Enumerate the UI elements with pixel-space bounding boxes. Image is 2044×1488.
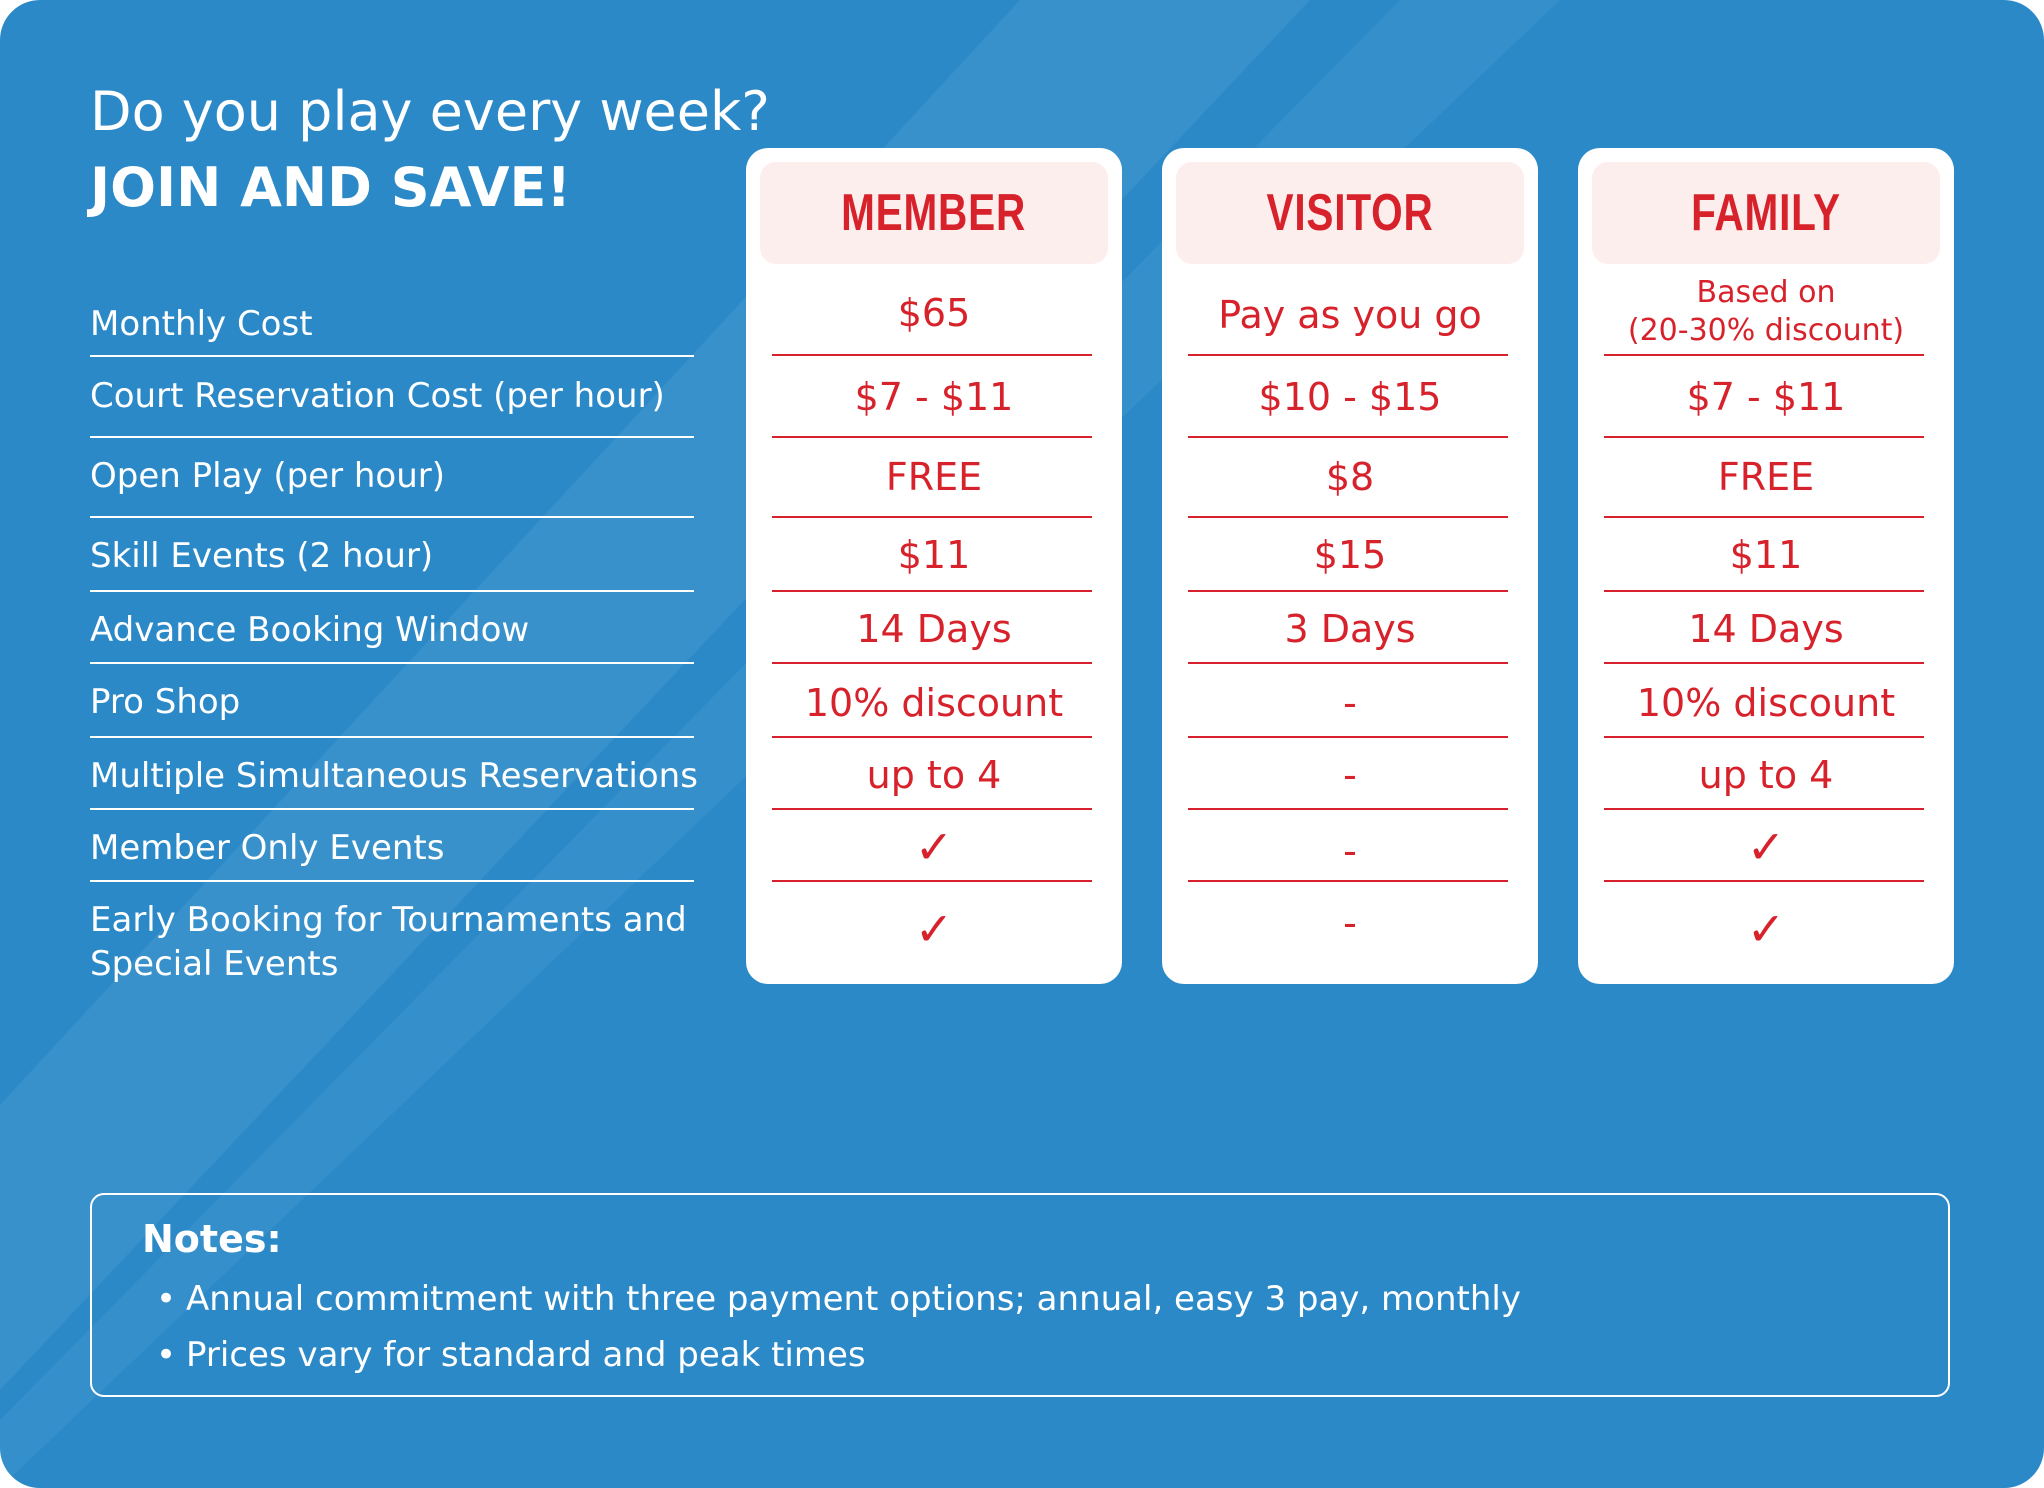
plan-divider bbox=[1604, 736, 1924, 738]
check-icon: ✓ bbox=[914, 820, 954, 874]
plan-value: $7 - $11 bbox=[854, 375, 1014, 419]
plan-value: up to 4 bbox=[866, 753, 1002, 797]
feature-pro-shop: Pro Shop bbox=[90, 682, 241, 722]
plan-divider bbox=[772, 590, 1092, 592]
plan-card-family: FAMILY Based on (20-30% discount) $7 - $… bbox=[1578, 148, 1954, 984]
plan-divider bbox=[1188, 662, 1508, 664]
note-text: Annual commitment with three payment opt… bbox=[186, 1279, 1521, 1319]
plan-header: FAMILY bbox=[1592, 162, 1940, 264]
plan-value-line: (20-30% discount) bbox=[1627, 313, 1905, 348]
plan-card-member: MEMBER $65 $7 - $11 FREE $11 14 Days 10%… bbox=[746, 148, 1122, 984]
subhead: JOIN AND SAVE! bbox=[90, 156, 572, 219]
feature-divider bbox=[90, 355, 694, 357]
plan-value: - bbox=[1343, 901, 1357, 945]
feature-monthly-cost: Monthly Cost bbox=[90, 304, 313, 344]
plan-title: VISITOR bbox=[1266, 184, 1434, 242]
plan-value: 14 Days bbox=[856, 607, 1012, 651]
check-icon: ✓ bbox=[1746, 902, 1786, 956]
feature-multiple-reservations: Multiple Simultaneous Reservations bbox=[90, 756, 698, 796]
plan-divider bbox=[1604, 808, 1924, 810]
plan-header: VISITOR bbox=[1176, 162, 1524, 264]
notes-title: Notes: bbox=[142, 1217, 282, 1261]
feature-divider bbox=[90, 436, 694, 438]
plan-divider bbox=[772, 662, 1092, 664]
plan-value: up to 4 bbox=[1698, 753, 1834, 797]
plan-divider bbox=[1604, 880, 1924, 882]
plan-divider bbox=[772, 880, 1092, 882]
plan-divider bbox=[772, 808, 1092, 810]
plan-value: 14 Days bbox=[1688, 607, 1844, 651]
plan-divider bbox=[1604, 662, 1924, 664]
plan-title: MEMBER bbox=[841, 184, 1027, 242]
plan-divider bbox=[772, 354, 1092, 356]
feature-open-play: Open Play (per hour) bbox=[90, 456, 446, 496]
feature-divider bbox=[90, 590, 694, 592]
plan-value-line: Based on bbox=[1696, 275, 1836, 310]
plan-value: FREE bbox=[885, 455, 983, 499]
plan-divider bbox=[1604, 436, 1924, 438]
plan-value: $7 - $11 bbox=[1686, 375, 1846, 419]
plan-value: $65 bbox=[897, 291, 971, 335]
plan-divider bbox=[1188, 880, 1508, 882]
headline: Do you play every week? bbox=[90, 80, 770, 143]
plan-value: - bbox=[1343, 681, 1357, 725]
plan-divider bbox=[1188, 736, 1508, 738]
plan-value: - bbox=[1343, 753, 1357, 797]
check-icon: ✓ bbox=[1746, 820, 1786, 874]
plan-value: 3 Days bbox=[1284, 607, 1416, 651]
plan-divider bbox=[1604, 590, 1924, 592]
plan-divider bbox=[1188, 808, 1508, 810]
bullet-icon: • bbox=[156, 1335, 177, 1375]
notes-box: Notes: • Annual commitment with three pay… bbox=[90, 1193, 1950, 1397]
plan-divider bbox=[772, 736, 1092, 738]
feature-court-reservation: Court Reservation Cost (per hour) bbox=[90, 376, 665, 416]
feature-divider bbox=[90, 880, 694, 882]
feature-early-booking: Early Booking for Tournaments and Specia… bbox=[90, 900, 687, 984]
feature-divider bbox=[90, 736, 694, 738]
check-icon: ✓ bbox=[914, 902, 954, 956]
note-text: Prices vary for standard and peak times bbox=[186, 1335, 866, 1375]
plan-value: $8 bbox=[1325, 455, 1375, 499]
plan-divider bbox=[1604, 516, 1924, 518]
plan-divider bbox=[1604, 354, 1924, 356]
plan-value: $10 - $15 bbox=[1258, 375, 1442, 419]
plan-header: MEMBER bbox=[760, 162, 1108, 264]
plan-value: $11 bbox=[897, 533, 971, 577]
plan-title: FAMILY bbox=[1691, 184, 1841, 242]
plan-value: $15 bbox=[1313, 533, 1387, 577]
plan-divider bbox=[1188, 354, 1508, 356]
plan-value: 10% discount bbox=[1636, 681, 1896, 725]
plan-value: $11 bbox=[1729, 533, 1803, 577]
feature-divider bbox=[90, 662, 694, 664]
plan-card-visitor: VISITOR Pay as you go $10 - $15 $8 $15 3… bbox=[1162, 148, 1538, 984]
feature-divider bbox=[90, 516, 694, 518]
feature-advance-booking: Advance Booking Window bbox=[90, 610, 530, 650]
plan-value: FREE bbox=[1717, 455, 1815, 499]
plan-divider bbox=[772, 516, 1092, 518]
plan-divider bbox=[1188, 590, 1508, 592]
plan-value: - bbox=[1343, 829, 1357, 873]
plan-value: 10% discount bbox=[804, 681, 1064, 725]
plan-divider bbox=[772, 436, 1092, 438]
plan-value: Pay as you go bbox=[1218, 293, 1482, 337]
feature-divider bbox=[90, 808, 694, 810]
note-item: • Annual commitment with three payment op… bbox=[156, 1279, 1521, 1319]
feature-member-only-events: Member Only Events bbox=[90, 828, 445, 868]
feature-skill-events: Skill Events (2 hour) bbox=[90, 536, 434, 576]
plan-divider bbox=[1188, 516, 1508, 518]
plan-divider bbox=[1188, 436, 1508, 438]
note-item: • Prices vary for standard and peak times bbox=[156, 1335, 866, 1375]
bullet-icon: • bbox=[156, 1279, 177, 1319]
